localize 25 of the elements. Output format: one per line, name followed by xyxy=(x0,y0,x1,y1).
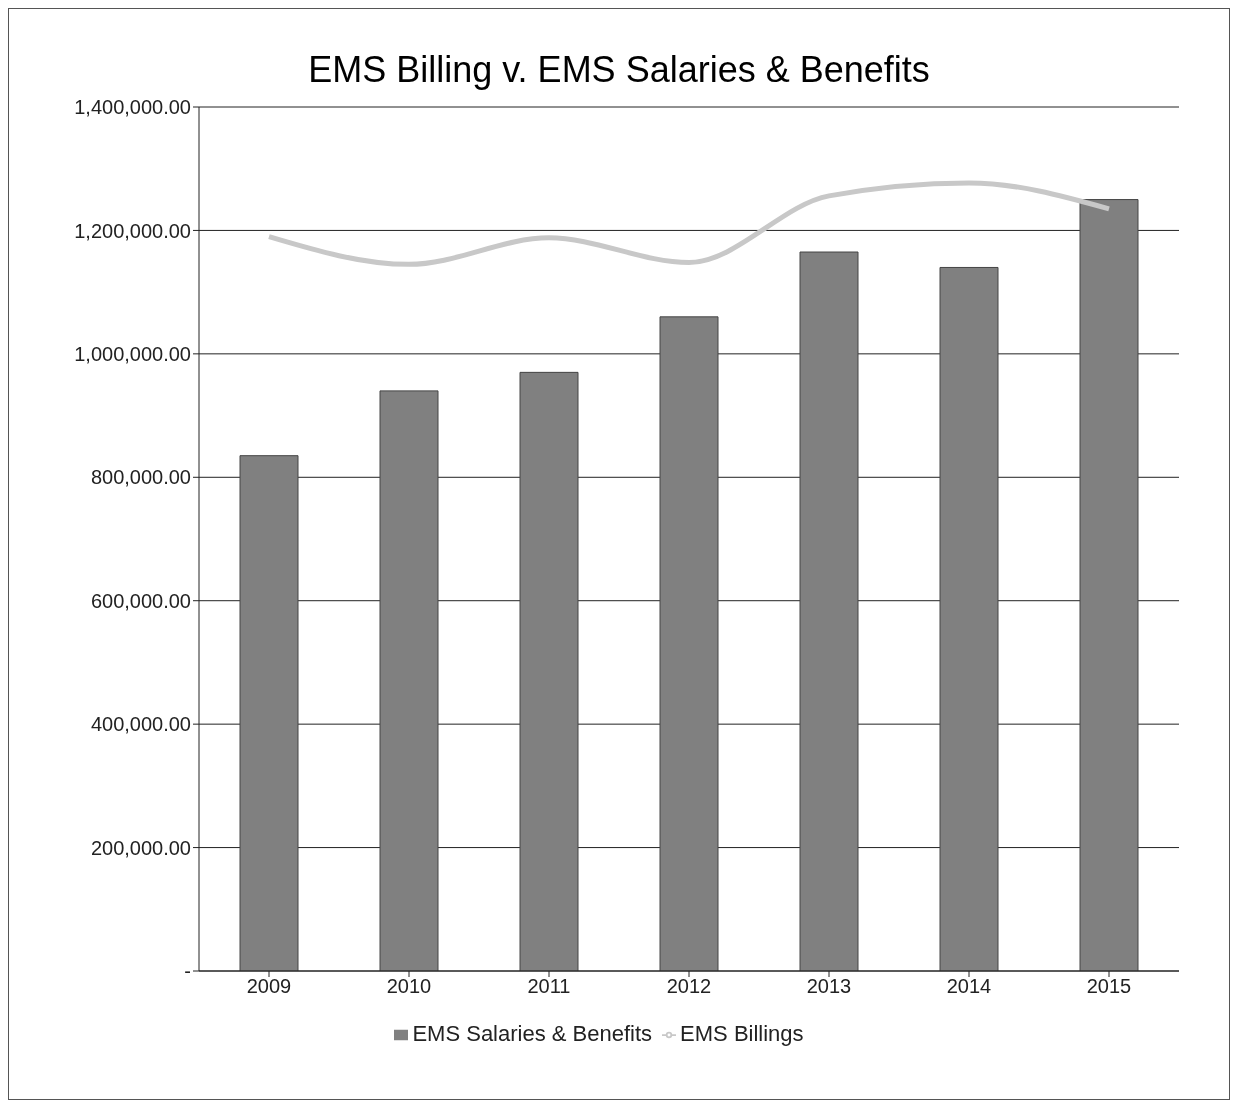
bar xyxy=(799,251,859,971)
legend-label: EMS Billings xyxy=(680,1021,804,1046)
x-tick-label: 2010 xyxy=(386,975,432,998)
y-tick-label: - xyxy=(184,960,191,983)
x-tick-label: 2009 xyxy=(246,975,292,998)
bar xyxy=(379,390,439,971)
bar xyxy=(659,316,719,971)
bar xyxy=(939,266,999,971)
x-tick-label: 2015 xyxy=(1086,975,1132,998)
y-tick-label: 800,000.00 xyxy=(90,466,191,489)
bar xyxy=(1079,199,1139,971)
x-tick-label: 2011 xyxy=(527,975,571,998)
y-tick-label: 600,000.00 xyxy=(90,589,191,612)
x-tick-label: 2014 xyxy=(946,975,992,998)
y-tick-label: 1,000,000.00 xyxy=(74,342,191,365)
x-tick-label: 2013 xyxy=(806,975,852,998)
legend-label: EMS Salaries & Benefits xyxy=(412,1021,653,1046)
y-tick-label: 200,000.00 xyxy=(90,836,191,859)
y-tick-label: 400,000.00 xyxy=(90,713,191,736)
y-tick-label: 1,200,000.00 xyxy=(74,219,191,242)
x-tick-label: 2012 xyxy=(666,975,712,998)
bar xyxy=(519,371,579,971)
bar xyxy=(239,455,299,971)
y-tick-label: 1,400,000.00 xyxy=(74,96,191,119)
chart-title: EMS Billing v. EMS Salaries & Benefits xyxy=(307,49,931,91)
